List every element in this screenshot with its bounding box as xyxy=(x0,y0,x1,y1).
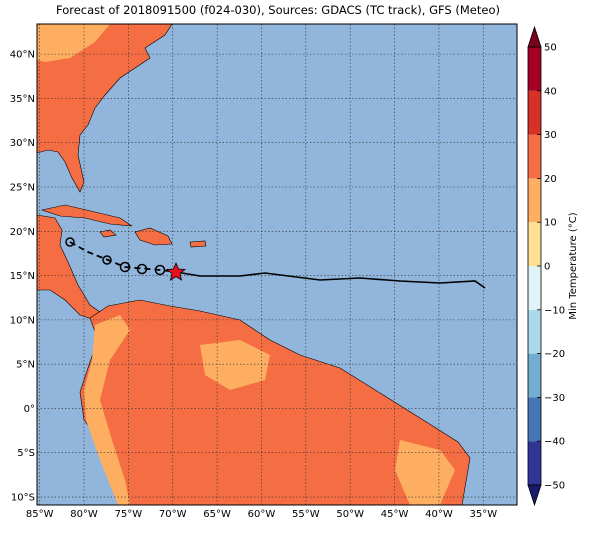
lon-label: 45°W xyxy=(381,509,409,520)
central-america xyxy=(37,214,101,321)
map-frame xyxy=(36,23,518,506)
storm-marker xyxy=(102,255,112,265)
lon-label: 55°W xyxy=(292,509,320,520)
lon-label: 70°W xyxy=(159,509,187,520)
lon-label: 35°W xyxy=(469,509,497,520)
puerto-rico xyxy=(189,240,207,248)
lon-label: 40°W xyxy=(425,509,453,520)
andes xyxy=(84,315,130,505)
lat-label: 5°N xyxy=(16,360,35,371)
jamaica xyxy=(99,229,117,238)
colorbar-band xyxy=(528,353,541,398)
colorbar-band xyxy=(528,134,541,179)
lat-label: 40°N xyxy=(10,50,35,61)
lat-label: 15°N xyxy=(10,271,35,282)
lat-label: 25°N xyxy=(10,182,35,193)
colorbar-extend xyxy=(527,25,542,48)
lat-label: 5°S xyxy=(17,448,35,459)
lat-label: 35°N xyxy=(10,94,35,105)
storm-marker xyxy=(119,261,131,273)
colorbar-tick-label: −40 xyxy=(544,437,565,448)
track-forecast xyxy=(175,271,486,289)
lon-label: 65°W xyxy=(203,509,231,520)
storm-marker xyxy=(136,263,148,275)
colorbar-tick-label: 30 xyxy=(544,130,557,141)
brazil-highlands xyxy=(395,440,455,505)
colorbar-tick-label: −30 xyxy=(544,393,565,404)
colorbar-tick-label: 50 xyxy=(544,43,557,54)
lon-label: 75°W xyxy=(115,509,143,520)
colorbar-band xyxy=(528,90,541,135)
colorbar-band xyxy=(528,397,541,442)
hispaniola xyxy=(134,227,173,246)
colorbar-band xyxy=(528,47,541,91)
colorbar-tick-label: −20 xyxy=(544,349,565,360)
current-position xyxy=(165,261,187,281)
track-past xyxy=(69,241,177,273)
lon-label: 50°W xyxy=(336,509,364,520)
grid xyxy=(37,24,517,505)
colorbar-band xyxy=(528,309,541,354)
colorbar-tick-label: 10 xyxy=(544,218,557,229)
colorbar-tick-label: 40 xyxy=(544,86,557,97)
colorbar: −50 −40 −30 −20 −10 0 10 20 30 40 50 xyxy=(527,25,565,507)
map-area xyxy=(37,24,517,505)
colorbar-tick-label: −10 xyxy=(544,305,565,316)
colorbar-band xyxy=(528,266,541,310)
lat-label: 30°N xyxy=(10,138,35,149)
colorbar-band xyxy=(528,222,541,266)
colorbar-label: Min Temperature (°C) xyxy=(568,212,579,319)
colorbar-tick-label: 0 xyxy=(544,262,550,273)
lat-label: 10°N xyxy=(10,315,35,326)
colorbar-band xyxy=(528,178,541,223)
map-title: Forecast of 2018091500 (f024-030), Sourc… xyxy=(56,3,500,17)
colorbar-extend xyxy=(527,484,542,507)
lon-label: 60°W xyxy=(248,509,276,520)
lat-label: 10°S xyxy=(11,493,35,504)
north-america xyxy=(37,24,173,193)
guiana-highlands xyxy=(200,340,270,390)
colorbar-band xyxy=(528,441,541,485)
cuba xyxy=(40,204,133,227)
colorbar-tick-label: 20 xyxy=(544,174,557,185)
lon-label: 85°W xyxy=(26,509,54,520)
lat-label: 20°N xyxy=(10,227,35,238)
lat-label: 0° xyxy=(24,404,35,415)
storm-marker xyxy=(154,264,166,276)
storm-marker xyxy=(65,237,75,247)
lon-label: 80°W xyxy=(70,509,98,520)
highland xyxy=(37,24,110,62)
colorbar-tick-label: −50 xyxy=(544,481,565,492)
